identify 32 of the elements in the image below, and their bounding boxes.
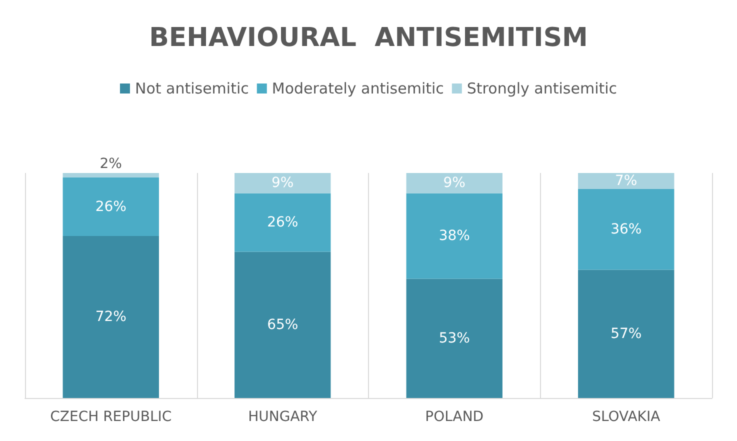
data-label: 65% — [267, 316, 298, 333]
data-label: 38% — [438, 228, 470, 244]
bar — [62, 236, 159, 398]
x-tick-label: SLOVAKIA — [592, 409, 661, 425]
data-label: 72% — [95, 309, 126, 325]
data-label: 9% — [443, 175, 466, 192]
legend-label: Not antisemitic — [134, 80, 249, 98]
bar — [234, 173, 331, 194]
data-label: 53% — [438, 330, 470, 346]
data-label: 26% — [267, 214, 298, 230]
data-label: 9% — [272, 175, 294, 192]
data-label: 7% — [615, 172, 638, 189]
chart-title: BEHAVIOURAL ANTISEMITISM — [149, 23, 588, 53]
legend-label: Strongly antisemitic — [466, 80, 618, 98]
data-label: 2% — [100, 156, 122, 172]
bar — [406, 193, 502, 279]
bar — [62, 178, 159, 236]
bar — [234, 252, 331, 398]
legend-label: Moderately antisemitic — [272, 80, 444, 98]
x-tick-label: CZECH REPUBLIC — [50, 409, 172, 425]
bar — [406, 173, 502, 194]
bar — [234, 193, 331, 252]
bar — [62, 173, 159, 178]
bar — [406, 278, 502, 398]
bar — [578, 173, 674, 189]
x-tick-label: POLAND — [425, 409, 484, 425]
bar — [578, 188, 674, 270]
data-label: 26% — [95, 198, 126, 215]
x-tick-label: HUNGARY — [248, 409, 318, 425]
data-label: 57% — [610, 326, 642, 342]
bar — [578, 270, 674, 398]
data-label: 36% — [610, 221, 642, 238]
